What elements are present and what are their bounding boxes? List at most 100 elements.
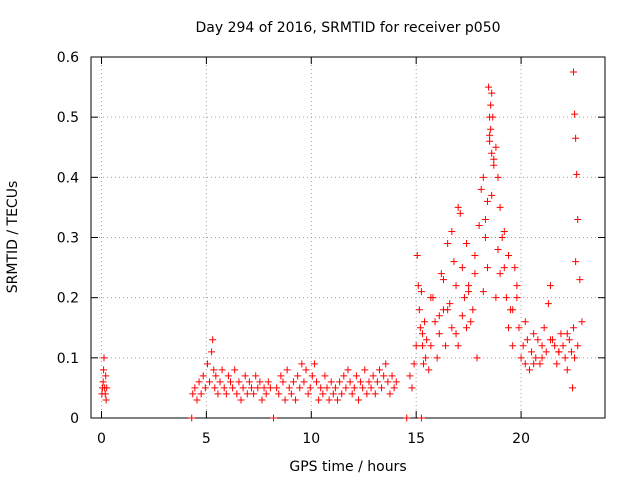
data-point (509, 342, 517, 350)
y-tick-label: 0.6 (57, 50, 79, 66)
data-point (422, 354, 430, 362)
data-point (350, 384, 358, 392)
data-point (544, 300, 552, 308)
data-point (538, 342, 546, 350)
data-point (233, 390, 241, 398)
data-point (277, 372, 285, 380)
data-point (408, 384, 416, 392)
data-point (513, 282, 521, 290)
data-point (551, 342, 559, 350)
data-point (413, 252, 421, 260)
data-point (540, 324, 548, 332)
data-point (525, 366, 533, 374)
data-point (481, 234, 489, 241)
data-point (565, 336, 573, 344)
data-point (446, 300, 454, 308)
data-point (571, 110, 579, 118)
data-point (361, 366, 369, 374)
data-point (504, 324, 512, 332)
data-point (498, 234, 506, 241)
y-tick-label: 0.2 (57, 291, 79, 307)
data-point (199, 372, 207, 380)
data-point (572, 258, 580, 266)
y-tick-label: 0 (70, 411, 79, 427)
data-point (425, 366, 433, 374)
data-point (417, 288, 425, 296)
data-point (260, 384, 268, 392)
data-point (344, 366, 352, 374)
y-tick-label: 0.1 (57, 351, 79, 367)
data-point (418, 330, 426, 338)
data-point (431, 318, 439, 326)
data-point (488, 191, 496, 199)
data-point (208, 348, 216, 356)
data-point (266, 384, 274, 392)
data-point (427, 342, 435, 350)
data-point (340, 372, 348, 380)
x-tick-label: 0 (97, 431, 106, 447)
data-point (485, 83, 493, 91)
data-point (410, 360, 418, 368)
data-point (191, 384, 199, 392)
data-point (279, 378, 287, 386)
data-point (546, 336, 554, 344)
data-point (243, 390, 251, 398)
data-point (465, 288, 473, 296)
data-point (245, 378, 253, 386)
data-point (224, 372, 232, 380)
data-point (421, 318, 429, 326)
data-point (237, 396, 245, 404)
data-point (346, 378, 354, 386)
data-point (567, 348, 575, 356)
data-point (484, 197, 492, 205)
data-point (578, 318, 586, 326)
data-point (363, 390, 371, 398)
data-point (469, 306, 477, 314)
data-point (414, 282, 422, 290)
data-point (216, 378, 224, 386)
data-point (500, 227, 508, 235)
data-point (390, 384, 398, 392)
data-point (433, 354, 441, 362)
data-point (229, 384, 237, 392)
data-point (329, 390, 337, 398)
data-point (521, 360, 529, 368)
data-point (348, 390, 356, 398)
data-point (460, 294, 468, 302)
data-point (256, 378, 264, 386)
data-point (206, 378, 214, 386)
data-point (479, 288, 487, 296)
data-point (490, 161, 498, 169)
data-point (222, 390, 230, 398)
data-point (454, 342, 462, 350)
x-tick-label: 15 (407, 431, 425, 447)
y-axis: 0 0.1 0.2 0.3 0.4 0.5 0.6 (57, 50, 605, 427)
data-point (239, 384, 247, 392)
data-point (235, 378, 243, 386)
data-point (310, 360, 318, 368)
data-point (258, 396, 266, 404)
data-point (211, 384, 219, 392)
data-point (573, 170, 581, 178)
data-point (321, 372, 329, 380)
data-point (423, 336, 431, 344)
data-point (342, 384, 350, 392)
data-point (275, 390, 283, 398)
data-point (357, 378, 365, 386)
data-point (452, 330, 460, 338)
data-point (486, 113, 494, 121)
data-point (486, 137, 494, 145)
data-point (465, 282, 473, 290)
data-point (214, 390, 222, 398)
y-tick-label: 0.3 (57, 231, 79, 247)
data-point (308, 372, 316, 380)
data-point (289, 378, 297, 386)
data-point (103, 384, 111, 392)
chart-title: Day 294 of 2016, SRMTID for receiver p05… (195, 20, 500, 36)
data-point (458, 312, 466, 320)
data-point (294, 372, 302, 380)
data-point (384, 378, 392, 386)
data-point (188, 414, 196, 422)
data-point (542, 348, 550, 356)
data-point (557, 330, 565, 338)
